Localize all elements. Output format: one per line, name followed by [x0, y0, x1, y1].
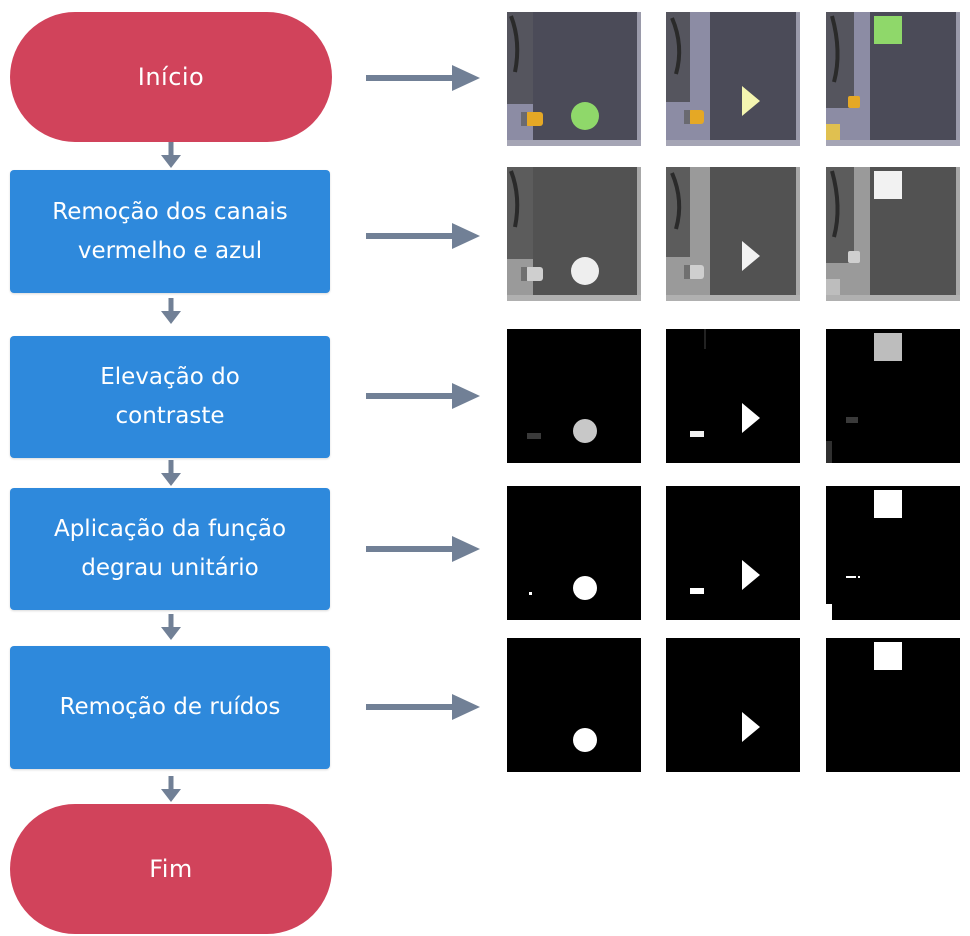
photo-green-channel-square	[826, 167, 960, 301]
arrow-down-icon	[161, 776, 181, 802]
photo-contrast-triangle	[666, 329, 800, 463]
step-label: Remoção dos canais vermelho e azul	[52, 198, 288, 264]
arrow-right-icon	[366, 536, 480, 562]
end-node: Fim	[10, 804, 332, 934]
step-label: Elevação do contraste	[100, 364, 240, 429]
step-noise-removal: Remoção de ruídos	[10, 646, 330, 769]
photo-denoised-square	[826, 638, 960, 772]
step-remove-channels: Remoção dos canais vermelho e azul	[10, 170, 330, 293]
step-label: Aplicação da função degrau unitário	[53, 516, 287, 581]
photo-green-channel-triangle	[666, 167, 800, 301]
photo-threshold-triangle	[666, 486, 800, 620]
start-label: Início	[137, 63, 205, 91]
start-node: Início	[10, 12, 332, 142]
photo-denoised-circle	[507, 638, 641, 772]
photo-green-channel-circle	[507, 167, 641, 301]
photo-original-triangle	[666, 12, 800, 146]
arrow-down-icon	[161, 298, 181, 324]
photo-contrast-square	[826, 329, 960, 463]
photo-contrast-circle	[507, 329, 641, 463]
photo-original-square	[826, 12, 960, 146]
arrow-right-icon	[366, 694, 480, 720]
step-label: Remoção de ruídos	[59, 694, 281, 720]
arrow-down-icon	[161, 460, 181, 486]
photo-threshold-circle	[507, 486, 641, 620]
photo-denoised-triangle	[666, 638, 800, 772]
arrow-down-icon	[161, 142, 181, 168]
end-label: Fim	[149, 855, 193, 883]
arrow-down-icon	[161, 614, 181, 640]
step-contrast: Elevação do contraste	[10, 336, 330, 458]
arrow-right-icon	[366, 383, 480, 409]
photo-threshold-square	[826, 486, 960, 620]
photo-original-circle	[507, 12, 641, 146]
arrow-right-icon	[366, 65, 480, 91]
step-unit-step: Aplicação da função degrau unitário	[10, 488, 330, 610]
arrow-right-icon	[366, 223, 480, 249]
